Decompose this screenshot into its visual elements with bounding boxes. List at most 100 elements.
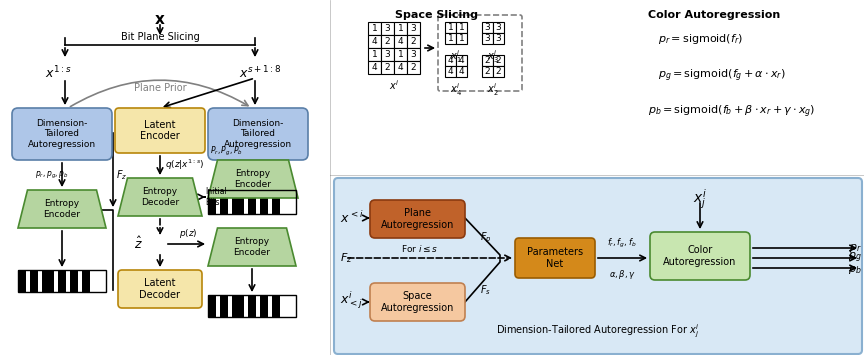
Text: 3: 3 [496, 23, 501, 32]
Text: 4: 4 [448, 56, 454, 65]
Bar [394, 35, 407, 48]
Bar [78, 270, 82, 292]
Text: 3: 3 [485, 34, 491, 43]
Bar [407, 48, 420, 61]
Text: 2: 2 [485, 56, 490, 65]
Text: For $i \leq s$: For $i \leq s$ [402, 243, 439, 254]
Text: $x^i_1$: $x^i_1$ [450, 48, 462, 65]
Text: $F_z$: $F_z$ [340, 251, 353, 265]
Bar [90, 270, 94, 292]
FancyBboxPatch shape [370, 200, 465, 238]
FancyBboxPatch shape [118, 270, 202, 308]
Text: Initial
Bits: Initial Bits [205, 187, 226, 207]
Text: $\mathbf{x}$: $\mathbf{x}$ [154, 12, 166, 27]
Text: $\alpha, \beta, \gamma$: $\alpha, \beta, \gamma$ [608, 268, 635, 281]
Text: 1: 1 [397, 50, 403, 59]
Text: $x^{s+1:8}$: $x^{s+1:8}$ [238, 65, 282, 82]
Text: 1: 1 [448, 34, 454, 43]
Text: $q(z|x^{1:s})$: $q(z|x^{1:s})$ [165, 158, 205, 172]
Text: $p_g = \mathrm{sigmoid}(f_g + \alpha \cdot x_r)$: $p_g = \mathrm{sigmoid}(f_g + \alpha \cd… [658, 68, 785, 84]
Text: $x^i_{<j}$: $x^i_{<j}$ [340, 289, 363, 311]
Bar [216, 295, 220, 317]
Bar [244, 190, 248, 214]
Bar [368, 48, 381, 61]
Text: 4: 4 [459, 56, 464, 65]
Bar [368, 22, 381, 35]
Text: 2: 2 [410, 63, 416, 72]
Text: Latent
Encoder: Latent Encoder [140, 120, 180, 141]
Text: 4: 4 [397, 63, 403, 72]
Bar [26, 270, 30, 292]
Text: Bit Plane Slicing: Bit Plane Slicing [121, 32, 200, 42]
Bar [493, 22, 504, 33]
Bar [280, 295, 284, 317]
Text: $p_g$: $p_g$ [848, 251, 862, 265]
Text: 3: 3 [410, 24, 416, 33]
Text: $x^{<i}$: $x^{<i}$ [340, 210, 364, 226]
Text: 4: 4 [372, 37, 378, 46]
Text: 3: 3 [384, 24, 391, 33]
Text: 1: 1 [459, 34, 464, 43]
Bar [394, 61, 407, 74]
Bar [82, 270, 90, 292]
Bar [381, 22, 394, 35]
Text: 1: 1 [448, 23, 454, 32]
Bar [381, 61, 394, 74]
Bar [260, 190, 268, 214]
Text: $x^i$: $x^i$ [389, 78, 399, 92]
Bar [70, 270, 78, 292]
Text: $x^i_4$: $x^i_4$ [450, 81, 462, 98]
FancyBboxPatch shape [515, 238, 595, 278]
Bar [368, 61, 381, 74]
Text: $f_r, f_g, f_b$: $f_r, f_g, f_b$ [607, 237, 637, 250]
Text: $p(z)$: $p(z)$ [179, 227, 197, 240]
Text: $x^i_3$: $x^i_3$ [487, 48, 499, 65]
Bar [272, 295, 280, 317]
Bar [493, 55, 504, 66]
Text: 4: 4 [448, 67, 454, 76]
Bar [208, 190, 216, 214]
Text: $x^i_j$: $x^i_j$ [693, 187, 707, 211]
Bar [248, 295, 256, 317]
Bar [407, 61, 420, 74]
Text: Entropy
Encoder: Entropy Encoder [234, 169, 271, 189]
Bar [18, 270, 26, 292]
Bar [38, 270, 42, 292]
Bar [272, 190, 280, 214]
Bar [280, 190, 284, 214]
FancyBboxPatch shape [208, 108, 308, 160]
Text: Entropy
Encoder: Entropy Encoder [233, 237, 270, 257]
Bar [18, 270, 106, 292]
Bar [482, 55, 493, 66]
Bar [456, 66, 467, 77]
Bar [66, 270, 70, 292]
Bar [244, 295, 248, 317]
Bar [482, 22, 493, 33]
Bar [256, 190, 260, 214]
Text: 2: 2 [410, 37, 416, 46]
Bar [407, 35, 420, 48]
Bar [381, 48, 394, 61]
Bar [381, 35, 394, 48]
Text: 2: 2 [496, 56, 501, 65]
Bar [220, 295, 228, 317]
Text: $p_b$: $p_b$ [848, 264, 862, 276]
Text: $p_r$: $p_r$ [849, 242, 862, 254]
Text: 4: 4 [372, 63, 378, 72]
FancyBboxPatch shape [12, 108, 112, 160]
Polygon shape [208, 228, 296, 266]
Bar [30, 270, 38, 292]
Bar [208, 295, 216, 317]
FancyBboxPatch shape [115, 108, 205, 153]
Text: 2: 2 [485, 67, 490, 76]
Bar [493, 66, 504, 77]
Text: 4: 4 [459, 67, 464, 76]
Bar [445, 22, 456, 33]
Text: Entropy
Decoder: Entropy Decoder [141, 187, 179, 207]
Bar [445, 55, 456, 66]
Text: $p_r, p_g, p_b$: $p_r, p_g, p_b$ [35, 169, 69, 181]
Text: Dimension-
Tailored
Autoregression: Dimension- Tailored Autoregression [224, 119, 292, 149]
FancyBboxPatch shape [370, 283, 465, 321]
Text: $F_p$: $F_p$ [480, 231, 492, 245]
Bar [456, 22, 467, 33]
